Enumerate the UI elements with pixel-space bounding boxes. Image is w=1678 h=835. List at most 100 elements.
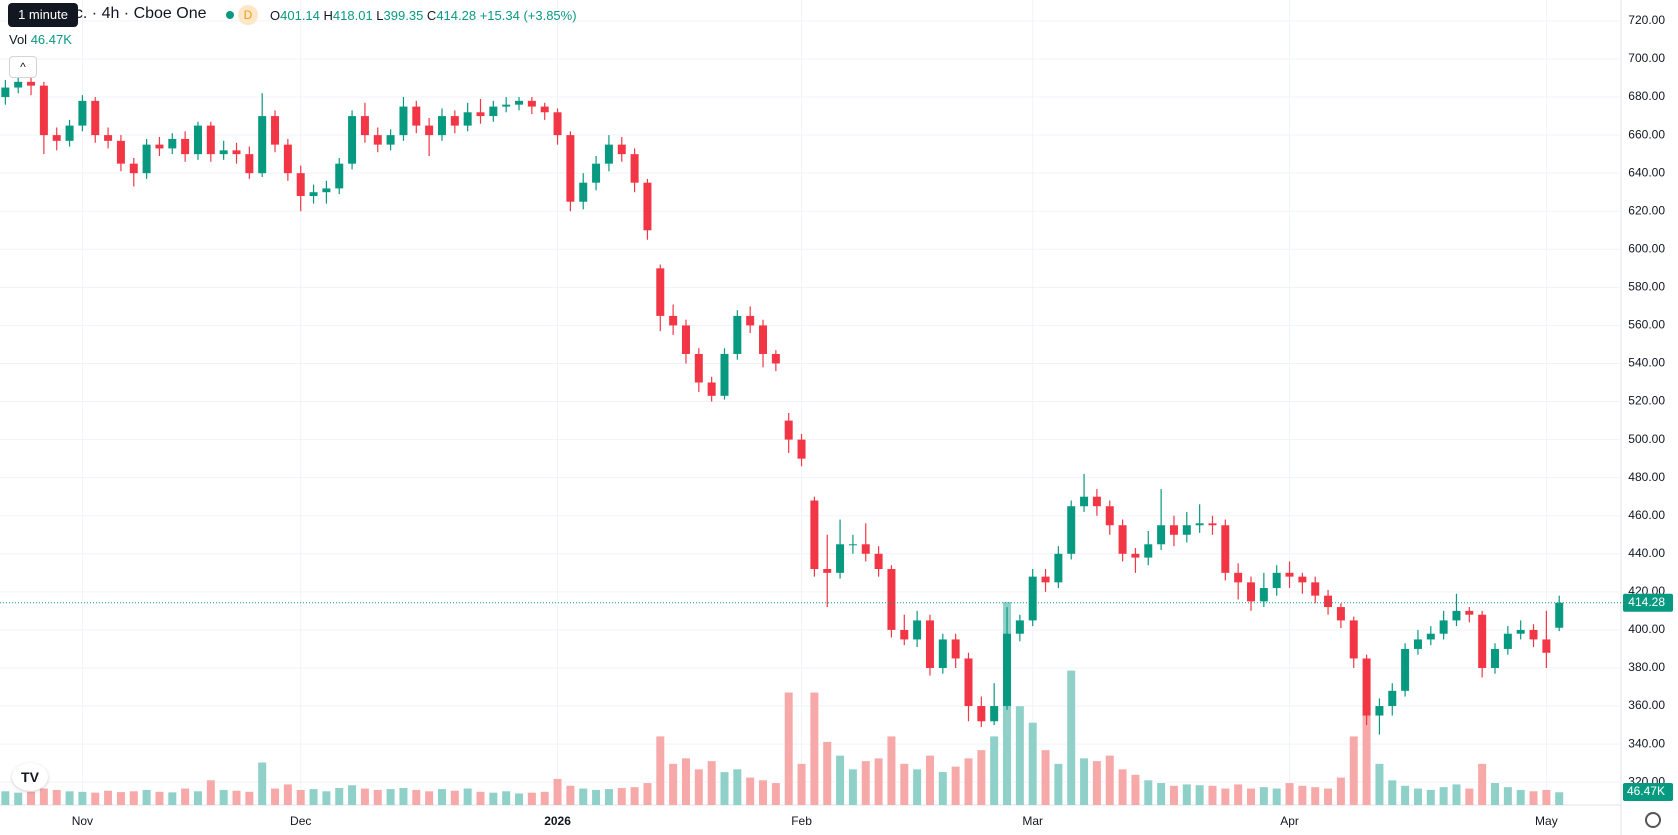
volume-bar xyxy=(925,755,934,805)
volume-bar xyxy=(1452,784,1461,805)
candle-body xyxy=(1388,690,1397,707)
candle-body xyxy=(271,116,280,145)
volume-bar xyxy=(1555,792,1564,805)
h-value: 418.01 xyxy=(332,8,373,23)
badge[interactable]: D xyxy=(238,5,258,25)
volume-bar xyxy=(938,772,947,805)
candle-body xyxy=(142,144,151,174)
candle-body xyxy=(604,144,613,164)
volume-bar xyxy=(887,736,896,805)
candle-body xyxy=(669,315,678,326)
volume-bar xyxy=(168,792,177,805)
candle-body xyxy=(566,135,575,202)
o-value: 401.14 xyxy=(280,8,320,23)
candle-body xyxy=(1054,553,1063,583)
candle-body xyxy=(348,116,357,164)
volume-bar xyxy=(681,758,690,805)
volume-bar xyxy=(425,791,434,805)
candle-body xyxy=(1247,582,1256,602)
candle-body xyxy=(797,439,806,459)
candle-body xyxy=(759,325,768,354)
volume-bar xyxy=(399,787,408,805)
volume-bar xyxy=(271,788,280,805)
y-tick-label: 680.00 xyxy=(1628,89,1665,103)
y-tick-label: 500.00 xyxy=(1628,432,1665,446)
candle-body xyxy=(1208,523,1217,526)
volume-bar xyxy=(219,789,228,805)
volume-bar xyxy=(604,789,613,805)
settings-icon[interactable] xyxy=(1645,812,1661,828)
candle-body xyxy=(1336,607,1345,621)
volume-bar xyxy=(52,789,61,805)
candle-body xyxy=(553,112,562,136)
candle-body xyxy=(579,182,588,202)
volume-bar xyxy=(1503,787,1512,805)
candle-body xyxy=(1375,706,1384,716)
volume-bar xyxy=(990,736,999,805)
volume-bar xyxy=(810,692,819,805)
o-label: O xyxy=(270,8,281,23)
volume-bar xyxy=(1401,785,1410,805)
candle-body xyxy=(193,125,202,155)
candle-body xyxy=(810,500,819,570)
volume-bar xyxy=(245,791,254,805)
candle-body xyxy=(1324,595,1333,608)
candle-body xyxy=(784,420,793,440)
logo[interactable]: TV xyxy=(12,763,48,791)
volume-bar xyxy=(527,792,536,805)
y-tick-label: 560.00 xyxy=(1628,318,1665,332)
candle-body xyxy=(951,639,960,659)
volume-bar xyxy=(836,755,845,805)
candle-body xyxy=(964,658,973,707)
volume-bar xyxy=(1208,785,1217,805)
volume-bar xyxy=(1439,787,1448,805)
candle-body xyxy=(1478,614,1487,668)
candle-body xyxy=(720,353,729,396)
candle-body xyxy=(104,135,113,141)
candle-body xyxy=(1092,496,1101,507)
candle-body xyxy=(990,706,999,722)
volume-bar xyxy=(386,789,395,805)
volume-bar xyxy=(1041,750,1050,805)
candle-body xyxy=(1491,648,1500,668)
volume-bar xyxy=(1426,789,1435,805)
candle-body xyxy=(219,150,228,155)
volume-bar xyxy=(296,789,305,805)
candle-body xyxy=(1452,610,1461,621)
candle-body xyxy=(592,163,601,183)
candle-body xyxy=(913,620,922,640)
candle-body xyxy=(52,135,61,141)
candle-body xyxy=(309,192,318,197)
candle-body xyxy=(1182,525,1191,535)
candle-body xyxy=(450,116,459,126)
volume-bar xyxy=(335,787,344,805)
candle-body xyxy=(116,140,125,164)
candle-body xyxy=(1003,633,1012,707)
volume-bar xyxy=(1336,777,1345,805)
candle-body xyxy=(1131,553,1140,558)
volume-bar xyxy=(283,784,292,805)
volume-bar xyxy=(193,791,202,805)
x-tick-label: May xyxy=(1535,814,1558,828)
h-label: H xyxy=(323,8,333,23)
volume-bar xyxy=(1529,791,1538,805)
volume-bar xyxy=(733,769,742,805)
volume-bar xyxy=(437,789,446,805)
candle-body xyxy=(1144,544,1153,558)
collapse-button[interactable]: ^ xyxy=(9,56,37,78)
candle-body xyxy=(1439,620,1448,634)
volume-bar xyxy=(129,791,138,805)
candle-body xyxy=(373,135,382,145)
candle-body xyxy=(489,106,498,117)
candle-body xyxy=(206,125,215,155)
candle-body xyxy=(1555,602,1564,628)
x-tick-label: Apr xyxy=(1280,814,1299,828)
volume-bar xyxy=(373,789,382,805)
volume-label: 46.47K xyxy=(1627,784,1665,798)
candle-body xyxy=(1285,572,1294,577)
candle-body xyxy=(1426,633,1435,640)
volume-bar xyxy=(360,788,369,805)
volume-bar xyxy=(39,788,48,805)
volume-bar xyxy=(348,785,357,805)
volume-bar xyxy=(1092,761,1101,805)
